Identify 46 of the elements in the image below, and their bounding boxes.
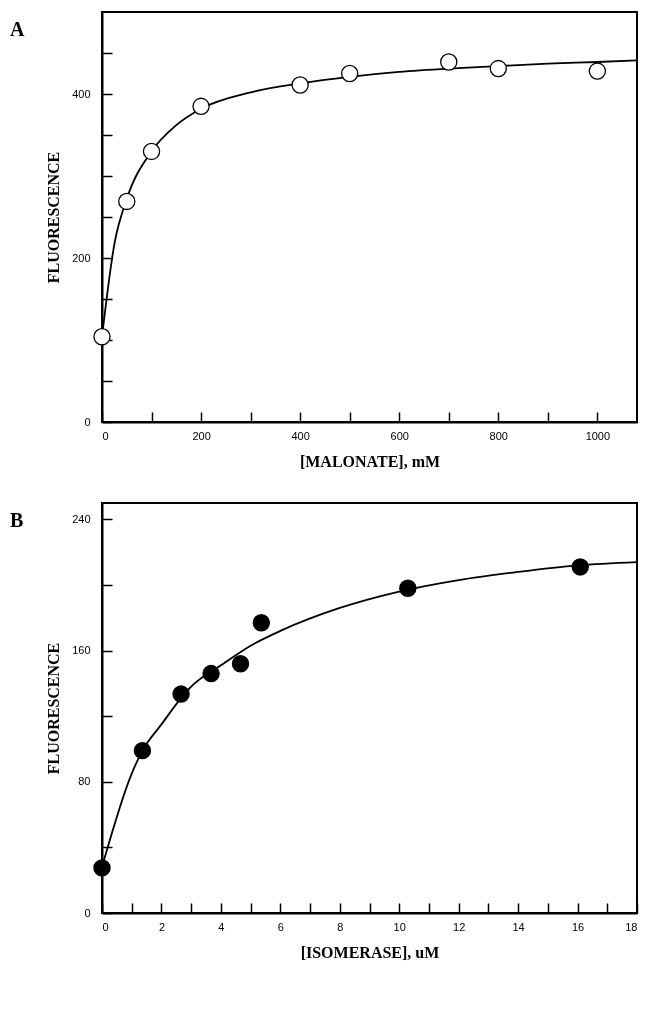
x-tick-label: 0 xyxy=(102,920,109,933)
x-tick-label: 2 xyxy=(158,920,166,933)
x-tick-label: 600 xyxy=(390,429,409,442)
y-axis-title: FLUORESCENCE xyxy=(45,642,63,775)
point xyxy=(440,53,458,71)
point xyxy=(588,62,607,80)
x-tick-label: 14 xyxy=(512,920,525,933)
point xyxy=(93,328,111,346)
point xyxy=(202,664,220,683)
y-tick-label: 160 xyxy=(72,644,91,657)
point xyxy=(172,685,190,703)
y-tick-label: 0 xyxy=(84,906,91,919)
x-tick-label: 4 xyxy=(218,920,225,933)
x-tick-label: 16 xyxy=(571,920,585,933)
point xyxy=(93,859,111,877)
x-axis-title: [ISOMERASE], uM xyxy=(300,943,440,961)
x-tick-label: 8 xyxy=(337,920,344,933)
point xyxy=(142,142,161,161)
x-tick-label: 1000 xyxy=(585,429,611,442)
y-tick-label: 240 xyxy=(72,512,91,525)
x-tick-label: 12 xyxy=(453,920,466,933)
point xyxy=(252,614,271,632)
point xyxy=(489,59,508,78)
y-tick-label: 200 xyxy=(72,251,91,264)
point xyxy=(231,655,250,673)
x-tick-label: 0 xyxy=(102,429,109,442)
x-tick-label: 800 xyxy=(489,429,508,442)
x-tick-label: 6 xyxy=(277,920,284,933)
point xyxy=(291,76,309,94)
point xyxy=(118,192,136,211)
x-axis-title: [MALONATE], mM xyxy=(299,452,441,470)
y-tick-label: 0 xyxy=(84,415,91,428)
chart-title: A xyxy=(10,18,25,40)
y-axis-title: FLUORESCENCE xyxy=(45,151,63,284)
y-tick-label: 80 xyxy=(78,775,91,788)
point xyxy=(340,64,359,83)
point xyxy=(399,579,417,597)
point xyxy=(133,741,152,760)
y-tick-label: 400 xyxy=(72,87,91,100)
x-tick-label: 10 xyxy=(393,920,406,933)
chart-title: B xyxy=(10,509,24,531)
x-tick-label: 400 xyxy=(291,429,310,442)
x-tick-label: 18 xyxy=(625,920,638,933)
x-tick-label: 200 xyxy=(192,429,211,442)
point xyxy=(571,558,589,576)
point xyxy=(192,97,210,115)
